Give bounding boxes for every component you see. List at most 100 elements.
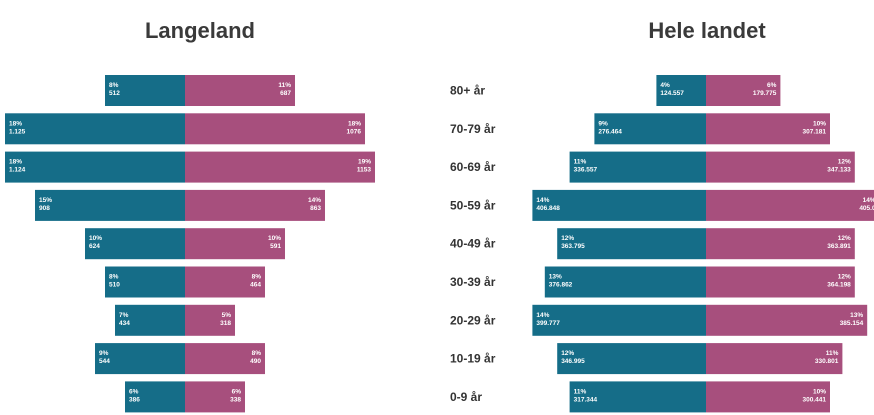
hele-landet-percent-label: 14% xyxy=(863,197,874,204)
age-group-labels: 80+ år 70-79 år 60-69 år 50-59 år 40-49 år 30… xyxy=(450,84,496,404)
hele-landet-bar-female-80-r xyxy=(706,75,781,106)
langeland-value-label: 1076 xyxy=(347,128,362,135)
langeland-percent-label: 14% xyxy=(308,197,321,204)
age-label-20-29-r: 20-29 år xyxy=(450,313,496,327)
langeland-percent-label: 7% xyxy=(119,312,129,319)
langeland-percent-label: 6% xyxy=(129,388,139,395)
hele-landet-bar-male-0-9-r xyxy=(569,381,706,413)
langeland-value-label: 464 xyxy=(250,282,261,289)
hele-landet-percent-label: 13% xyxy=(850,312,863,319)
langeland-percent-label: 18% xyxy=(9,120,22,127)
langeland-bar-male-20-29-r xyxy=(115,304,185,336)
langeland-bar-female-10-19-r xyxy=(185,343,265,375)
hele-landet-percent-label: 11% xyxy=(574,388,587,395)
hele-landet-value-label: 307.181 xyxy=(803,128,827,135)
age-label-60-69-r: 60-69 år xyxy=(450,160,496,174)
hele-landet-value-label: 363.795 xyxy=(561,243,585,250)
hele-landet-value-label: 385.154 xyxy=(840,320,864,327)
langeland-value-label: 1.125 xyxy=(9,128,26,135)
hele-landet-bar-female-40-49-r xyxy=(706,228,855,260)
hele-landet-bar-female-50-59-r xyxy=(706,189,874,221)
hele-landet-percent-label: 14% xyxy=(536,312,549,319)
langeland-percent-label: 9% xyxy=(99,350,109,357)
langeland-bar-female-20-29-r xyxy=(185,304,235,336)
langeland-percent-label: 8% xyxy=(109,82,119,89)
hele-landet-percent-label: 13% xyxy=(549,274,562,281)
langeland-value-label: 510 xyxy=(109,282,120,289)
hele-landet-bars: 4%124.5576%179.7759%276.46410%307.18111%… xyxy=(532,75,874,413)
hele-landet-percent-label: 14% xyxy=(536,197,549,204)
langeland-bar-female-30-39-r xyxy=(185,266,265,298)
langeland-bar-male-40-49-r xyxy=(85,228,185,260)
langeland-percent-label: 10% xyxy=(89,235,102,242)
age-label-30-39-r: 30-39 år xyxy=(450,275,496,289)
age-label-0-9-r: 0-9 år xyxy=(450,390,482,404)
hele-landet-value-label: 276.464 xyxy=(598,128,622,135)
langeland-bars: 8%51211%68718%1.12518%107618%1.12419%115… xyxy=(5,75,375,413)
langeland-value-label: 318 xyxy=(220,320,231,327)
langeland-value-label: 544 xyxy=(99,358,110,365)
langeland-percent-label: 15% xyxy=(39,197,52,204)
langeland-bar-female-60-69-r xyxy=(185,151,375,183)
hele-landet-percent-label: 12% xyxy=(838,274,851,281)
langeland-value-label: 908 xyxy=(39,205,50,212)
langeland-value-label: 512 xyxy=(109,90,120,97)
langeland-percent-label: 10% xyxy=(268,235,281,242)
hele-landet-bar-female-60-69-r xyxy=(706,151,855,183)
age-label-10-19-r: 10-19 år xyxy=(450,352,496,366)
langeland-value-label: 338 xyxy=(230,396,241,403)
langeland-percent-label: 19% xyxy=(358,159,371,166)
hele-landet-percent-label: 10% xyxy=(813,120,826,127)
hele-landet-value-label: 363.891 xyxy=(827,243,851,250)
langeland-percent-label: 8% xyxy=(252,350,262,357)
hele-landet-value-label: 347.133 xyxy=(827,167,851,174)
hele-landet-bar-male-60-69-r xyxy=(569,151,706,183)
langeland-value-label: 490 xyxy=(250,358,261,365)
hele-landet-value-label: 399.777 xyxy=(536,320,560,327)
langeland-bar-male-0-9-r xyxy=(125,381,185,413)
hele-landet-percent-label: 10% xyxy=(813,388,826,395)
hele-landet-percent-label: 4% xyxy=(660,82,670,89)
hele-landet-value-label: 300.441 xyxy=(803,396,827,403)
hele-landet-value-label: 179.775 xyxy=(753,90,777,97)
hele-landet-bar-female-70-79-r xyxy=(706,113,830,145)
langeland-value-label: 591 xyxy=(270,243,281,250)
hele-landet-bar-male-30-39-r xyxy=(544,266,706,298)
hele-landet-bar-female-10-19-r xyxy=(706,343,843,375)
langeland-bar-male-70-79-r xyxy=(5,113,185,145)
langeland-value-label: 687 xyxy=(280,90,291,97)
langeland-bar-female-50-59-r xyxy=(185,189,325,221)
hele-landet-percent-label: 9% xyxy=(598,120,608,127)
hele-landet-bar-male-40-49-r xyxy=(557,228,706,260)
langeland-bar-female-80-r xyxy=(185,75,295,106)
hele-landet-percent-label: 12% xyxy=(838,235,851,242)
langeland-percent-label: 8% xyxy=(252,274,262,281)
hele-landet-value-label: 405.0 xyxy=(859,205,874,212)
hele-landet-bar-male-50-59-r xyxy=(532,189,706,221)
hele-landet-bar-male-80-r xyxy=(656,75,706,106)
langeland-percent-label: 6% xyxy=(232,388,242,395)
langeland-percent-label: 18% xyxy=(348,120,361,127)
hele-landet-percent-label: 11% xyxy=(574,159,587,166)
age-label-50-59-r: 50-59 år xyxy=(450,198,496,212)
langeland-percent-label: 11% xyxy=(278,82,291,89)
hele-landet-bar-female-30-39-r xyxy=(706,266,855,298)
langeland-value-label: 434 xyxy=(119,320,130,327)
langeland-value-label: 624 xyxy=(89,243,100,250)
hele-landet-bar-male-10-19-r xyxy=(557,343,706,375)
hele-landet-bar-male-70-79-r xyxy=(594,113,706,145)
hele-landet-bar-female-0-9-r xyxy=(706,381,830,413)
hele-landet-percent-label: 12% xyxy=(561,350,574,357)
age-label-40-49-r: 40-49 år xyxy=(450,237,496,251)
langeland-percent-label: 18% xyxy=(9,159,22,166)
chart-title-hele-landet: Hele landet xyxy=(648,18,766,43)
langeland-bar-female-40-49-r xyxy=(185,228,285,260)
hele-landet-percent-label: 12% xyxy=(561,235,574,242)
hele-landet-value-label: 346.995 xyxy=(561,358,585,365)
langeland-percent-label: 8% xyxy=(109,274,119,281)
hele-landet-value-label: 364.198 xyxy=(827,282,851,289)
hele-landet-value-label: 336.557 xyxy=(574,167,598,174)
langeland-value-label: 863 xyxy=(310,205,321,212)
langeland-percent-label: 5% xyxy=(222,312,232,319)
